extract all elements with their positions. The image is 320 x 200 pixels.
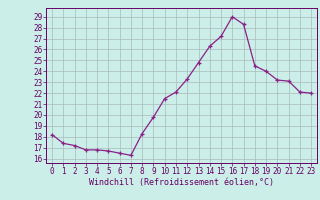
X-axis label: Windchill (Refroidissement éolien,°C): Windchill (Refroidissement éolien,°C) (89, 178, 274, 187)
